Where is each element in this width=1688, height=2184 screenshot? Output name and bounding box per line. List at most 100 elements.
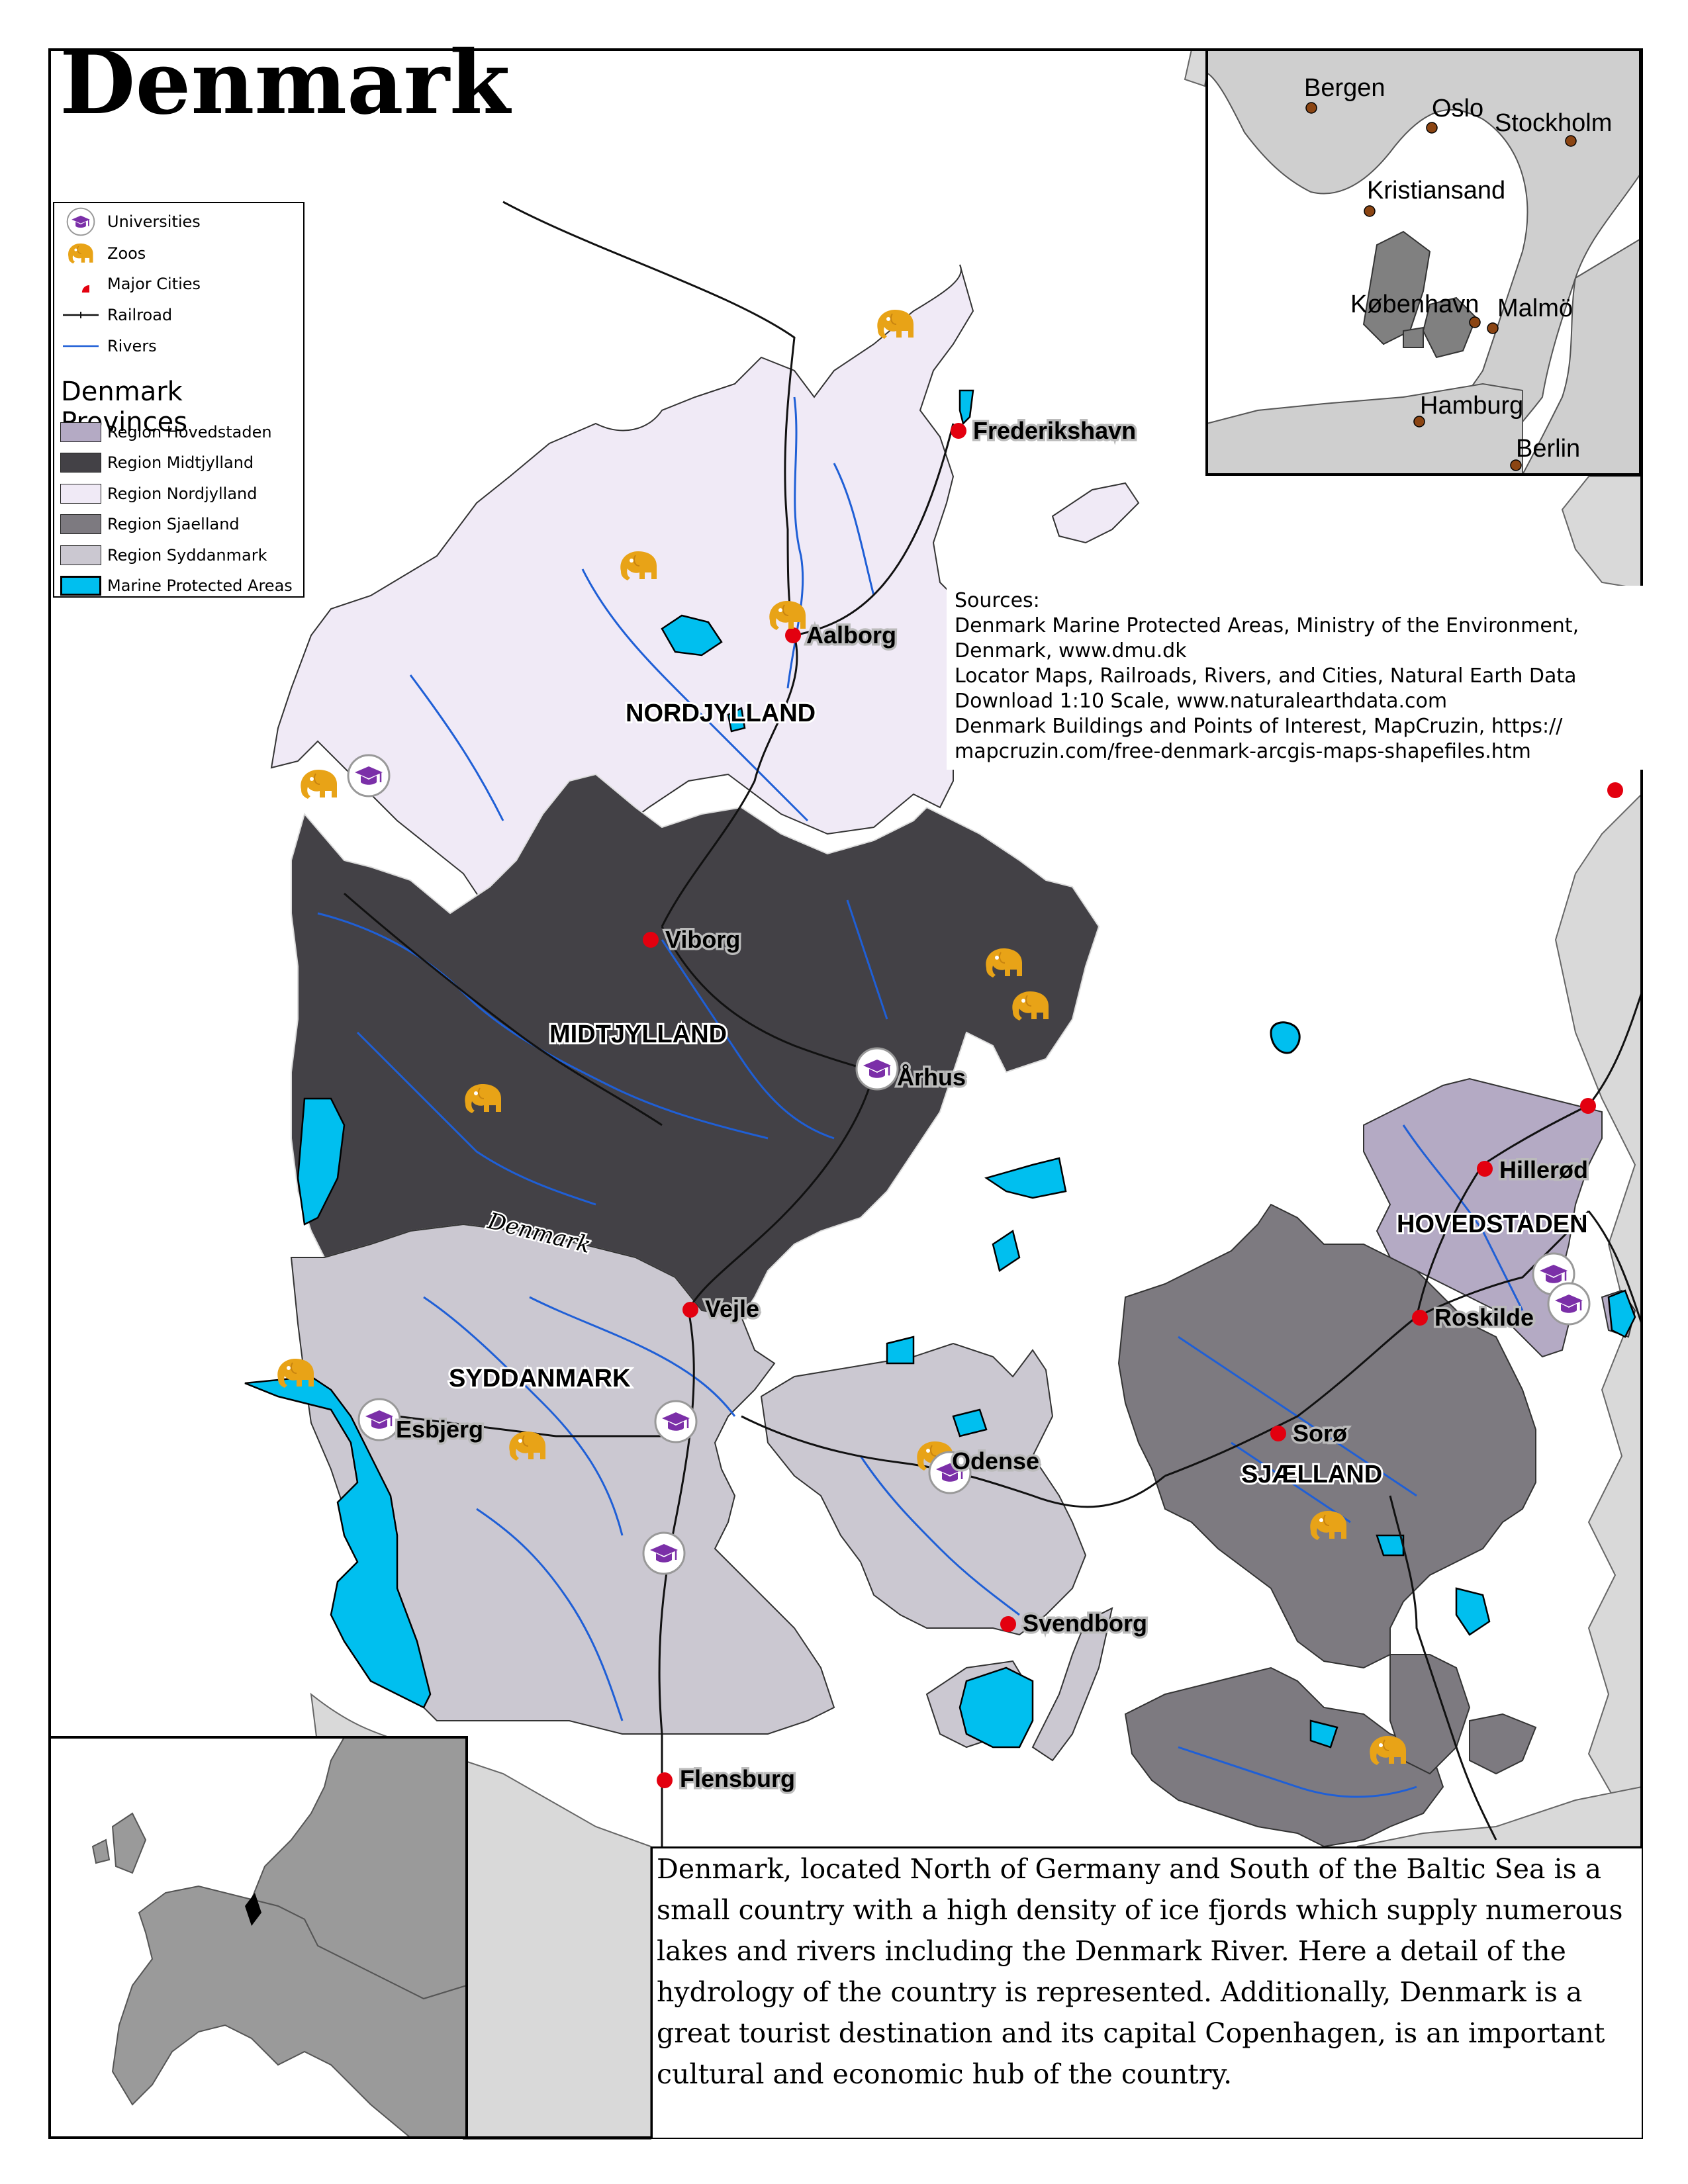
- region-sjaelland-mon: [1469, 1713, 1537, 1775]
- legend-row-province: Region Sjaelland: [54, 511, 240, 537]
- city-label-vejle: Vejle: [705, 1295, 759, 1322]
- sources-line: Denmark Marine Protected Areas, Ministry…: [955, 614, 1579, 637]
- region-label-midtjylland: MIDTJYLLAND: [549, 1021, 727, 1048]
- university-icon: [654, 1400, 698, 1443]
- city-dot-icon: [1477, 1161, 1493, 1177]
- university-icon: [642, 1531, 686, 1575]
- legend-label: Universities: [107, 212, 201, 231]
- university-icon: [855, 1047, 899, 1091]
- legend-label: Region Nordjylland: [107, 484, 258, 503]
- city-dot-icon: [1580, 1098, 1596, 1114]
- sweden-landmass-north: [1561, 476, 1642, 590]
- city-dot-icon: [951, 423, 966, 439]
- island-laeso: [1051, 482, 1140, 544]
- sources-box: Sources: Denmark Marine Protected Areas,…: [947, 586, 1656, 770]
- elephant-icon: [65, 240, 97, 267]
- sources-line: Denmark Buildings and Points of Interest…: [955, 715, 1563, 738]
- legend-label: Region Hovedstaden: [107, 423, 272, 441]
- inset-city-hamburg: Hamburg: [1420, 392, 1523, 420]
- city-label-svendborg: Svendborg: [1023, 1610, 1147, 1637]
- inset-city-oslo: Oslo: [1432, 95, 1483, 122]
- swatch-hovedstaden: [60, 422, 101, 442]
- legend-row-province: Region Nordjylland: [54, 480, 257, 507]
- legend-row-province: Region Syddanmark: [54, 542, 267, 569]
- inset-city-stockholm: Stockholm: [1495, 109, 1612, 137]
- river-line-icon: [63, 345, 99, 347]
- city-label-esbjerg: Esbjerg: [396, 1416, 483, 1443]
- region-label-sjaelland: SJÆLLAND: [1241, 1461, 1382, 1488]
- railroads: [344, 201, 1643, 1846]
- description-text: Denmark, located North of Germany and So…: [651, 1846, 1642, 2138]
- legend-row-province: Region Midtjylland: [54, 449, 254, 476]
- city-dot-icon: [682, 1302, 698, 1318]
- legend-label: Railroad: [107, 306, 173, 324]
- legend-row-rivers: Rivers: [54, 333, 157, 359]
- sources-line: Locator Maps, Railroads, Rivers, and Cit…: [955, 664, 1577, 688]
- region-label-syddanmark: SYDDANMARK: [449, 1365, 631, 1392]
- sources-line: mapcruzin.com/free-denmark-arcgis-maps-s…: [955, 740, 1531, 763]
- region-label-hovedstaden: HOVEDSTADEN: [1397, 1210, 1588, 1238]
- inset-city-kobenhavn: København: [1350, 291, 1479, 318]
- university-icon: [1547, 1282, 1591, 1326]
- inset-city-bergen: Bergen: [1304, 74, 1385, 102]
- legend-row-cities: Major Cities: [54, 271, 201, 297]
- university-icon: [66, 206, 96, 237]
- locator-inset-scandinavia: Bergen Oslo Stockholm Kristiansand Køben…: [1205, 48, 1642, 476]
- legend: Universities Zoos Major Cities Railroad …: [53, 202, 305, 598]
- legend-row-universities: Universities: [54, 208, 201, 235]
- swatch-syddanmark: [60, 545, 101, 565]
- inset-city-malmo: Malmö: [1497, 295, 1573, 322]
- city-label-flensburg: Flensburg: [680, 1765, 795, 1792]
- city-dot-icon: [785, 627, 801, 643]
- region-sjaelland-lolland: [1124, 1666, 1444, 1848]
- city-dot-icon: [1270, 1426, 1286, 1441]
- region-syddanmark-langeland: [1031, 1607, 1113, 1762]
- city-label-roskilde: Roskilde: [1434, 1304, 1534, 1331]
- inset-city-kristiansand: Kristiansand: [1367, 177, 1505, 205]
- legend-row-province: Marine Protected Areas: [54, 572, 293, 599]
- legend-label: Major Cities: [107, 275, 201, 293]
- legend-label: Marine Protected Areas: [107, 576, 293, 595]
- elephant-icon: [300, 769, 338, 799]
- railroad-line-icon: [63, 312, 99, 318]
- city-label-aalborg: Aalborg: [806, 621, 896, 649]
- swatch-nordjylland: [60, 484, 101, 504]
- swatch-sjaelland: [60, 514, 101, 534]
- city-dot-icon: [1607, 782, 1623, 798]
- legend-label: Region Midtjylland: [107, 453, 254, 472]
- city-label-soro: Sorø: [1293, 1420, 1347, 1447]
- city-label-odense: Odense: [952, 1447, 1039, 1475]
- sources-line: Denmark, www.dmu.dk: [955, 639, 1187, 662]
- locator-inset-europe: [48, 1736, 468, 2139]
- university-icon: [357, 1398, 401, 1441]
- city-label-arhus: Århus: [897, 1064, 966, 1091]
- island-anholt-marine: [1270, 1021, 1301, 1054]
- legend-label: Region Syddanmark: [107, 546, 267, 565]
- city-dot-icon: [643, 932, 659, 948]
- city-dot-icon: [1000, 1616, 1016, 1632]
- rivers: [317, 396, 1524, 1798]
- city-label-viborg: Viborg: [665, 926, 740, 953]
- sources-line: Sources:: [955, 589, 1040, 612]
- city-label-frederikshavn: Frederikshavn: [973, 417, 1136, 444]
- city-dot-icon: [72, 275, 89, 293]
- university-icon: [347, 754, 391, 797]
- legend-row-railroad: Railroad: [54, 302, 172, 328]
- legend-label: Rivers: [107, 337, 157, 355]
- region-syddanmark-funen: [760, 1342, 1087, 1636]
- marine-protected-areas: [244, 389, 1636, 1749]
- legend-row-zoos: Zoos: [54, 240, 146, 267]
- city-dot-icon: [657, 1772, 673, 1788]
- inset-city-berlin: Berlin: [1516, 435, 1580, 463]
- map-title: Denmark: [60, 32, 510, 134]
- legend-label: Region Sjaelland: [107, 515, 240, 533]
- region-label-nordjylland: NORDJYLLAND: [626, 700, 816, 727]
- legend-label: Zoos: [107, 244, 146, 263]
- legend-row-province: Region Hovedstaden: [54, 419, 272, 445]
- sources-line: Download 1:10 Scale, www.naturalearthdat…: [955, 690, 1448, 713]
- swatch-midtjylland: [60, 453, 101, 473]
- sweden-landmass: [1554, 792, 1642, 1801]
- city-dot-icon: [1412, 1310, 1428, 1326]
- swatch-marine-protected: [60, 576, 101, 596]
